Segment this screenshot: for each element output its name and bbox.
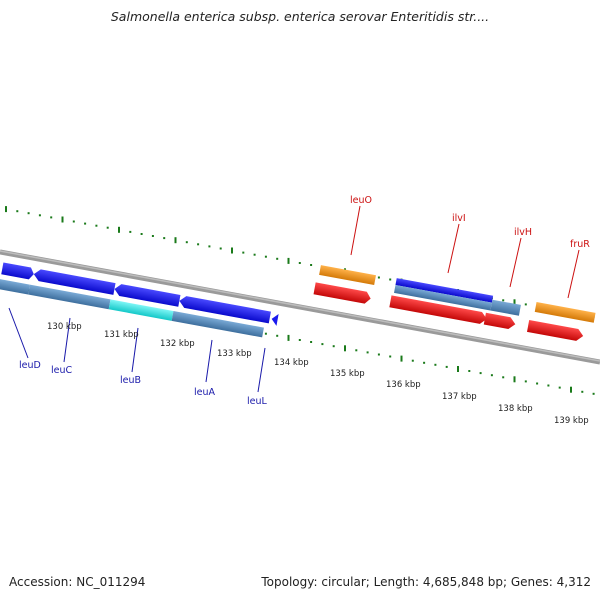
- gene-leuB-arrow[interactable]: [113, 283, 181, 307]
- gene-leuO-group: [313, 265, 376, 304]
- gene-label-leuA[interactable]: leuA: [194, 387, 216, 398]
- gene-ilvH-arrow[interactable]: [483, 312, 517, 330]
- feature-ilvH-steel-bar[interactable]: [490, 299, 521, 316]
- scale-label: 132 kbp: [160, 339, 195, 349]
- gene-label-leaders: [8, 205, 580, 393]
- feature-fruR-bar[interactable]: [534, 302, 596, 323]
- accession-text: Accession: NC_011294: [9, 575, 146, 589]
- feature-leuO-bar[interactable]: [319, 265, 376, 286]
- scale-label: 139 kbp: [554, 416, 589, 426]
- gene-leuL-arrow[interactable]: [271, 313, 279, 326]
- gene-label-leuD[interactable]: leuD: [19, 360, 41, 371]
- scale-label: 131 kbp: [104, 330, 139, 340]
- feature-leuA-bar[interactable]: [171, 310, 264, 338]
- genome-backbone: [0, 249, 600, 365]
- scale-label: 130 kbp: [47, 322, 82, 332]
- gene-label-ilvH[interactable]: ilvH: [514, 227, 532, 238]
- feature-ilvI-top-bar[interactable]: [395, 278, 494, 303]
- feature-leuC-bar[interactable]: [28, 284, 111, 310]
- genome-title: Salmonella enterica subsp. enterica sero…: [110, 9, 490, 24]
- feature-leuD-bar[interactable]: [0, 278, 30, 295]
- gene-leuO-arrow[interactable]: [313, 282, 372, 304]
- leu-operon-genes: [0, 262, 279, 338]
- gene-leuC-arrow[interactable]: [33, 268, 116, 295]
- feature-ilvI-steel-bar[interactable]: [394, 284, 492, 311]
- scale-label: 137 kbp: [442, 392, 477, 402]
- scale-label: 133 kbp: [217, 349, 252, 359]
- scale-label: 136 kbp: [386, 380, 421, 390]
- gene-leuD-arrow[interactable]: [1, 262, 35, 280]
- scale-label: 134 kbp: [274, 358, 309, 368]
- gene-labels: leuD leuC leuB leuA leuL leuO ilvI ilvH …: [19, 195, 590, 407]
- gene-fruR-arrow[interactable]: [527, 320, 584, 342]
- scale-label: 138 kbp: [498, 404, 533, 414]
- gene-ilvIH-group: [389, 278, 521, 330]
- scale-label: 135 kbp: [330, 369, 365, 379]
- gene-leuA-arrow[interactable]: [178, 295, 271, 324]
- gene-ilvI-arrow[interactable]: [389, 295, 488, 324]
- feature-leuB-bar[interactable]: [108, 299, 174, 321]
- gene-label-leuB[interactable]: leuB: [120, 375, 141, 386]
- scale-labels: 130 kbp 131 kbp 132 kbp 133 kbp 134 kbp …: [47, 322, 589, 426]
- gene-label-fruR[interactable]: fruR: [570, 239, 590, 250]
- genome-summary-text: Topology: circular; Length: 4,685,848 bp…: [261, 575, 591, 589]
- gene-fruR-group: [527, 302, 596, 342]
- gene-label-leuL[interactable]: leuL: [247, 396, 268, 407]
- gene-label-ilvI[interactable]: ilvI: [452, 213, 466, 224]
- gene-label-leuO[interactable]: leuO: [350, 195, 372, 206]
- gene-label-leuC[interactable]: leuC: [51, 365, 73, 376]
